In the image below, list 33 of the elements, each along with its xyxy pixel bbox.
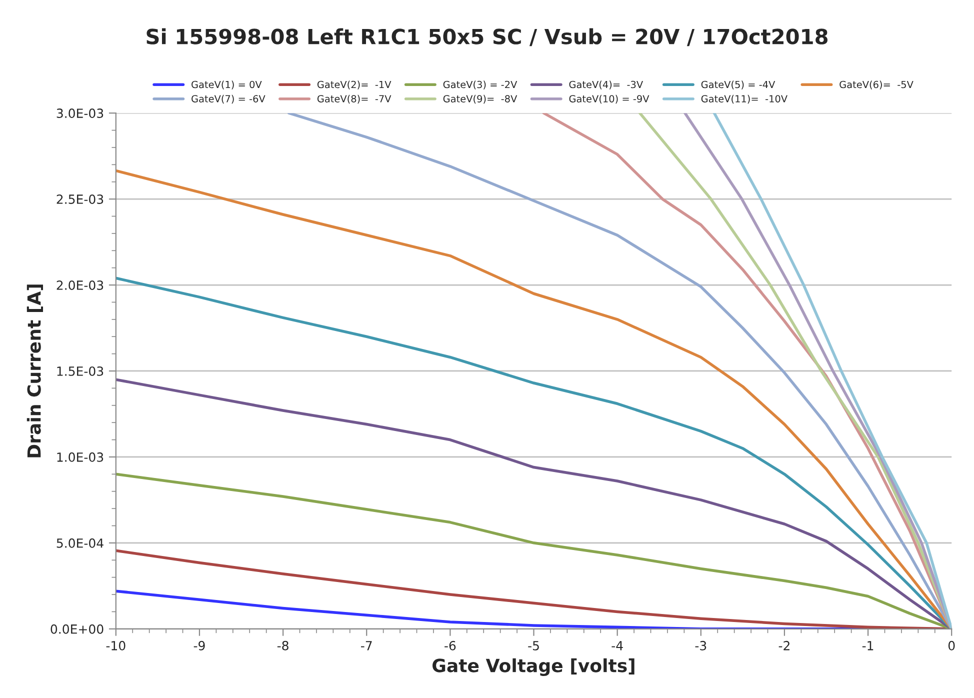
- y-tick-label: 3.0E-03: [56, 108, 104, 118]
- y-tick-label: 1.0E-03: [57, 452, 104, 462]
- legend-label: GateV(4)= -3V: [569, 80, 644, 90]
- legend-label: GateV(11)= -10V: [701, 94, 788, 104]
- legend-label: GateV(6)= -5V: [840, 80, 914, 90]
- x-tick-label: -4: [612, 641, 623, 650]
- legend-label: GateV(1) = 0V: [192, 80, 262, 90]
- x-tick-label: -10: [106, 640, 126, 650]
- x-tick-label: -1: [862, 641, 874, 650]
- x-tick-label: -5: [528, 641, 539, 650]
- x-tick-label: -3: [695, 640, 706, 650]
- x-tick-label: -8: [277, 640, 288, 650]
- legend-label: GateV(2)= -1V: [317, 80, 392, 90]
- y-tick-label: 2.5E-03: [56, 194, 104, 204]
- y-axis-title: Drain Current [A]: [26, 284, 44, 458]
- legend-label: GateV(3) = -2V: [443, 80, 518, 90]
- legend-label: GateV(10) = -9V: [569, 94, 650, 104]
- y-tick-label: 2.0E-03: [56, 280, 104, 290]
- y-tick-label: 1.5E-03: [57, 366, 104, 376]
- x-axis-title: Gate Voltage [volts]: [432, 658, 634, 676]
- y-tick-label: 5.0E-04: [56, 538, 104, 548]
- x-tick-label: -9: [194, 640, 205, 650]
- x-tick-label: -2: [778, 640, 790, 650]
- legend-label: GateV(9)= -8V: [443, 94, 518, 104]
- y-tick-label: 0.0E+00: [50, 624, 104, 634]
- x-tick-label: -6: [444, 640, 456, 650]
- line-series: [288, 113, 952, 629]
- x-tick-label: -7: [360, 641, 372, 650]
- chart-title: Si 155998-08 Left R1C1 50x5 SC / Vsub = 20V / 17Oct2018: [146, 28, 828, 46]
- legend-label: GateV(5) = -4V: [701, 80, 776, 90]
- legend-label: GateV(8)= -7V: [317, 94, 392, 104]
- legend-label: GateV(7) = -6V: [192, 94, 266, 104]
- x-tick-label: 0: [948, 640, 955, 650]
